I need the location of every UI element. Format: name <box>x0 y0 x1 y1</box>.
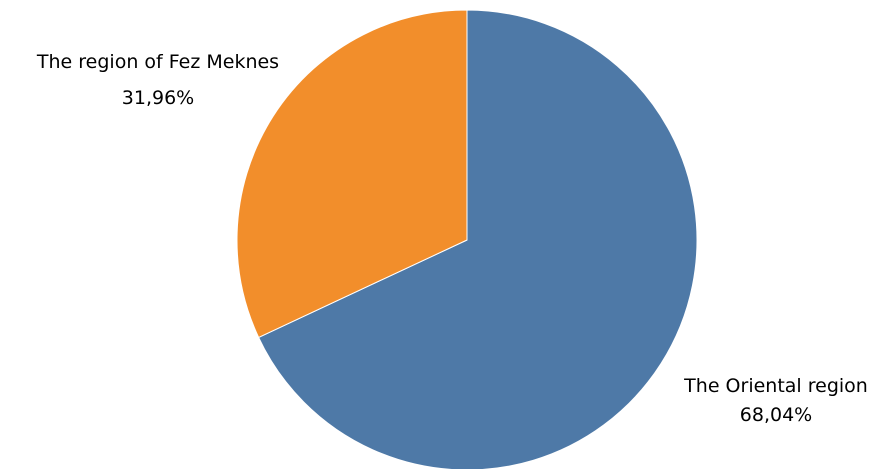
slice-label-oriental: The Oriental region <box>683 375 868 397</box>
slice-label-group-oriental: The Oriental region 68,04% <box>683 375 868 426</box>
slice-label-group-fez-meknes: The region of Fez Meknes 31,96% <box>36 51 279 109</box>
slice-value-fez-meknes: 31,96% <box>122 87 194 109</box>
pie-slice-fez-meknes <box>236 9 468 339</box>
pie-slices <box>236 9 698 469</box>
pie-slice-oriental <box>257 9 698 469</box>
slice-value-oriental: 68,04% <box>740 404 812 426</box>
slice-label-fez-meknes: The region of Fez Meknes <box>36 51 279 73</box>
